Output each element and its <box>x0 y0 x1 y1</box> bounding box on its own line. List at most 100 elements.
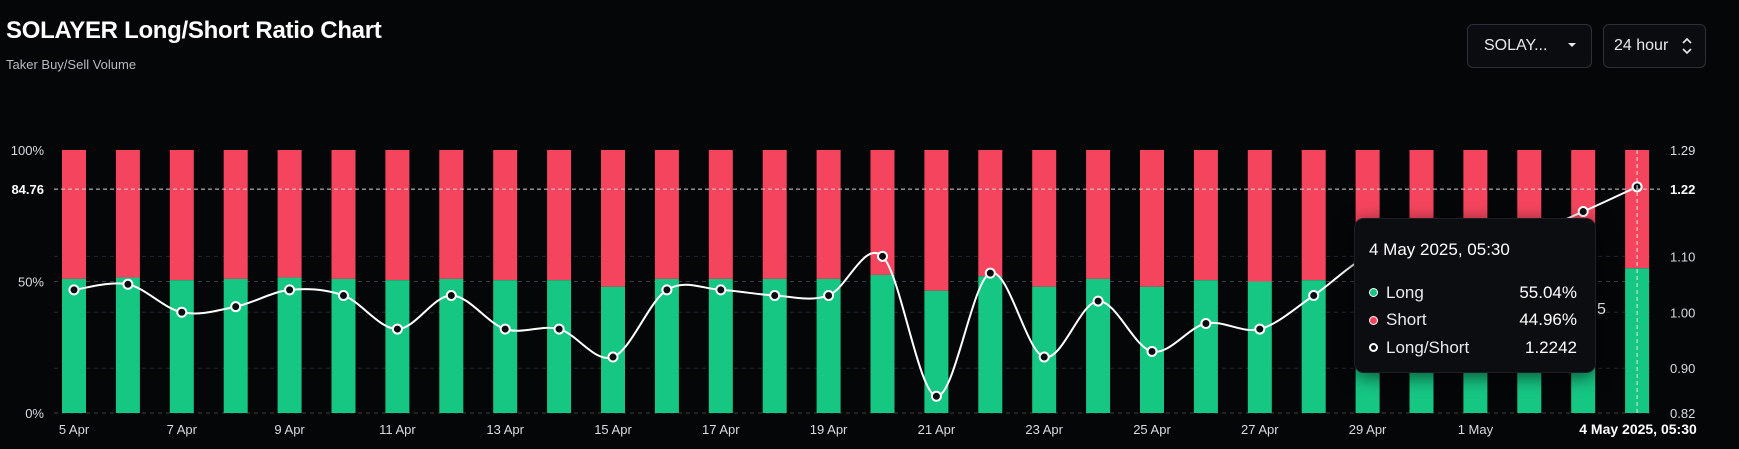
ratio-point <box>930 390 942 402</box>
bar-short <box>169 150 194 281</box>
ratio-point <box>1308 289 1320 301</box>
ratio-point <box>1577 206 1589 218</box>
bar-long <box>385 280 410 413</box>
x-tick-label: 7 Apr <box>167 422 198 437</box>
bar-short <box>439 150 464 279</box>
tooltip-value-long: 55.04% <box>1519 282 1577 302</box>
bar-long <box>439 278 464 413</box>
ratio-point <box>499 323 511 335</box>
chevron-down-icon <box>1565 38 1579 57</box>
ratio-point <box>661 284 673 296</box>
ratio-point <box>338 289 349 301</box>
x-tick-label: 29 Apr <box>1349 422 1387 437</box>
y-right-tick-label: 1.00 <box>1670 305 1695 320</box>
bar-short <box>924 150 949 291</box>
ratio-point <box>445 289 457 301</box>
ratio-point <box>769 289 781 301</box>
crosshair-x-label: 4 May 2025, 05:30 <box>1579 421 1697 437</box>
occluded-label: 5 <box>1597 301 1606 318</box>
bar-short <box>62 150 86 279</box>
x-tick-label: 9 Apr <box>274 422 305 437</box>
bar-short <box>1247 150 1272 282</box>
period-select[interactable]: 24 hour <box>1603 24 1706 68</box>
y-right-tick-label: 0.90 <box>1670 361 1695 376</box>
bar-short <box>385 150 410 281</box>
bar-long <box>331 278 356 413</box>
tooltip-row-long: Long 55.04% <box>1369 279 1577 307</box>
bar-long <box>708 278 733 413</box>
bar-short <box>1032 150 1057 287</box>
ratio-point <box>823 289 835 301</box>
ratio-point <box>1038 351 1050 363</box>
ratio-point <box>68 284 80 296</box>
bar-long <box>493 280 518 413</box>
x-tick-label: 13 Apr <box>486 422 524 437</box>
x-tick-label: 21 Apr <box>918 422 956 437</box>
short-dot-icon <box>1369 315 1378 325</box>
ratio-point <box>1200 317 1212 329</box>
y-left-tick-label: 100% <box>11 143 45 158</box>
ratio-point <box>176 306 188 318</box>
y-right-tick-label: 0.82 <box>1670 406 1695 421</box>
x-tick-label: 17 Apr <box>702 422 740 437</box>
crosshair-right-label: 1.22 <box>1670 182 1695 197</box>
bar-short <box>547 150 572 281</box>
bar-long <box>654 278 679 413</box>
bar-long <box>115 277 140 413</box>
bar-short <box>1140 150 1164 287</box>
crosshair-x-label-bg <box>1566 418 1706 440</box>
chart-subtitle: Taker Buy/Sell Volume <box>6 57 137 72</box>
x-tick-label: 19 Apr <box>810 422 848 437</box>
chart-tooltip: 4 May 2025, 05:30 Long 55.04% Short 44.9… <box>1354 218 1596 373</box>
ratio-point <box>122 278 134 290</box>
ratio-point <box>607 351 619 363</box>
period-select-label: 24 hour <box>1614 37 1669 54</box>
tooltip-label-short: Short <box>1386 310 1427 330</box>
tooltip-label-ratio: Long/Short <box>1386 337 1470 357</box>
symbol-select-label: SOLAY... <box>1484 37 1548 54</box>
tooltip-label-long: Long <box>1386 282 1424 302</box>
x-tick-label: 5 Apr <box>59 422 90 437</box>
ratio-point <box>715 284 727 296</box>
x-tick-label: 1 May <box>1458 422 1494 437</box>
y-right-tick-label: 1.29 <box>1670 143 1695 158</box>
x-tick-label: 25 Apr <box>1133 422 1171 437</box>
bar-short <box>1193 150 1218 281</box>
crosshair-left-label: 84.76 <box>11 182 44 197</box>
ratio-point <box>984 267 996 279</box>
bar-long <box>1247 281 1272 413</box>
bar-long <box>870 274 895 413</box>
y-right-tick-label: 1.10 <box>1670 249 1695 264</box>
crosshair-right-label-bg <box>1662 179 1702 200</box>
bar-short <box>1301 150 1326 281</box>
tooltip-row-ratio: Long/Short 1.2242 <box>1369 334 1577 362</box>
x-tick-label: 23 Apr <box>1025 422 1063 437</box>
bar-long <box>547 280 572 413</box>
bar-short <box>978 150 1003 277</box>
ratio-point <box>877 250 888 262</box>
ratio-dot-icon <box>1369 343 1378 353</box>
bar-long <box>601 286 625 413</box>
bar-long <box>223 278 248 413</box>
ratio-point <box>230 301 242 313</box>
bar-short <box>277 150 302 278</box>
ratio-point <box>1092 295 1104 307</box>
crosshair-left-label-bg <box>0 179 54 200</box>
tooltip-row-short: Short 44.96% <box>1369 307 1577 335</box>
tooltip-title: 4 May 2025, 05:30 <box>1369 240 1510 259</box>
bar-short <box>762 150 787 279</box>
bar-long <box>816 278 841 413</box>
bar-long <box>1193 280 1218 413</box>
bar-short <box>223 150 248 279</box>
bar-long <box>169 280 194 413</box>
bar-long <box>978 276 1003 413</box>
x-tick-label: 15 Apr <box>594 422 632 437</box>
bar-long <box>62 278 86 413</box>
bar-short <box>493 150 518 281</box>
bar-short <box>816 150 841 279</box>
bar-short <box>331 150 356 279</box>
x-tick-label: 11 Apr <box>379 422 416 437</box>
ratio-point <box>284 284 296 296</box>
symbol-select[interactable]: SOLAY... <box>1467 24 1592 68</box>
tooltip-value-ratio: 1.2242 <box>1525 337 1577 357</box>
